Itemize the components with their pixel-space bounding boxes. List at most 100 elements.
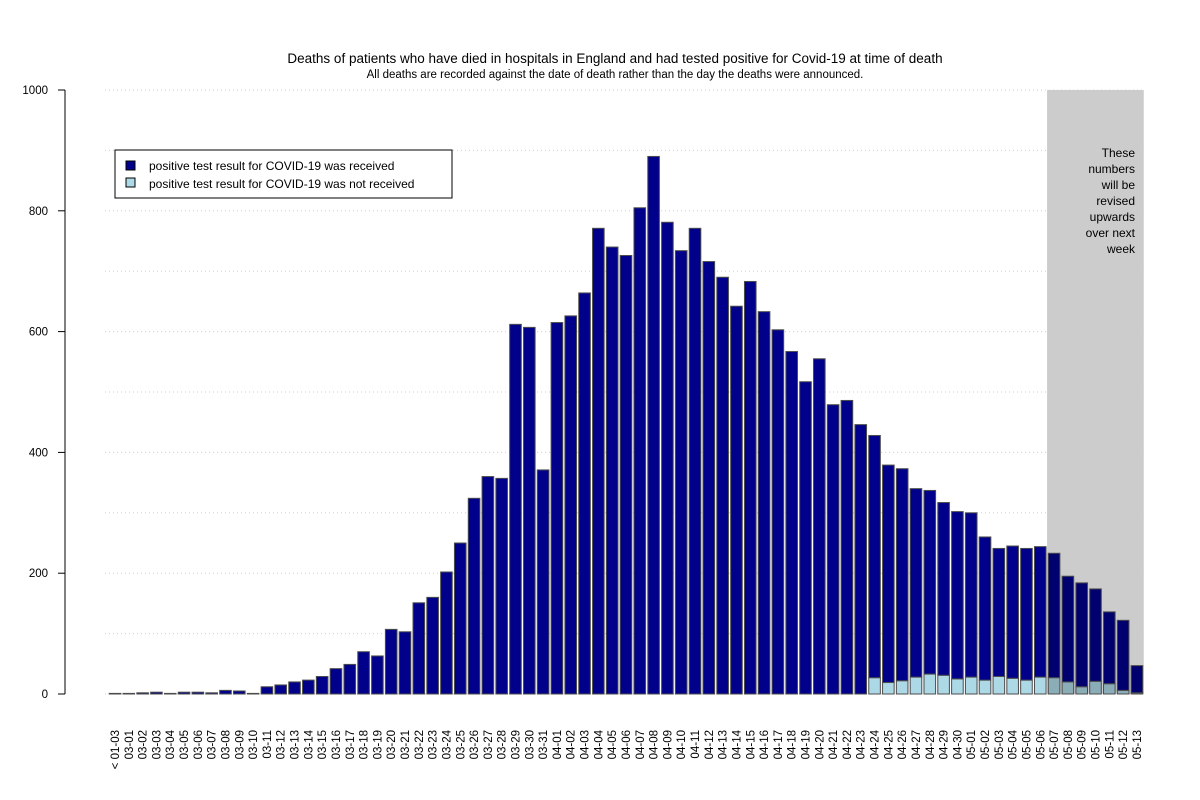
revision-annotation-line: will be [1101, 178, 1136, 192]
bar-received [661, 221, 674, 695]
x-tick-label: 03-01 [124, 730, 136, 759]
bar-received [1061, 575, 1075, 683]
revision-annotation-line: week [1106, 242, 1136, 256]
bar-received [550, 322, 564, 695]
x-tick-label: 04-23 [856, 730, 868, 759]
x-tick-label: 05-11 [1104, 730, 1116, 759]
bar-received [523, 326, 536, 695]
bar-received [398, 631, 412, 695]
x-tick-label: 04-02 [566, 730, 578, 759]
y-tick-label: 800 [29, 206, 48, 218]
bar-received [1075, 582, 1089, 688]
bar-received [343, 663, 357, 695]
x-tick-label: 04-03 [580, 730, 592, 759]
x-tick-label: 03-21 [400, 730, 412, 759]
chart-title: Deaths of patients who have died in hosp… [287, 51, 942, 66]
bar-received [854, 424, 868, 695]
x-tick-label: 05-01 [966, 730, 978, 759]
bar-received [1089, 588, 1102, 682]
x-tick-label: 03-05 [179, 730, 191, 759]
x-tick-label: 03-18 [359, 730, 371, 759]
y-tick-label: 0 [42, 689, 48, 701]
bar-received [260, 686, 274, 695]
bar-received [813, 358, 826, 695]
x-tick-label: 03-19 [372, 730, 384, 759]
x-tick-label: 03-20 [386, 730, 398, 759]
bar-received [619, 254, 633, 695]
bar-received [633, 207, 647, 695]
x-tick-label: 03-13 [290, 730, 302, 759]
x-tick-label: 04-27 [911, 730, 923, 759]
bar-received [150, 691, 163, 695]
bar-received [329, 668, 343, 695]
bar-received [674, 250, 688, 695]
revision-annotation-line: revised [1096, 194, 1135, 208]
x-tick-label: 03-02 [138, 730, 150, 759]
bar-not-received [937, 674, 950, 695]
x-tick-label: 04-17 [773, 730, 785, 759]
x-tick-label: 05-08 [1063, 730, 1075, 759]
x-tick-label: 03-26 [469, 730, 481, 759]
bar-received [578, 292, 591, 695]
x-tick-label: 04-18 [787, 730, 799, 759]
legend-label-not-received: positive test result for COVID-19 was no… [149, 177, 414, 191]
y-tick-label: 1000 [22, 85, 48, 97]
x-tick-label: 04-07 [635, 730, 647, 759]
x-tick-label: 04-11 [690, 730, 702, 759]
x-tick-label: 05-05 [1021, 730, 1033, 759]
legend-swatch-not-received [125, 177, 136, 188]
bar-received [191, 691, 205, 695]
x-tick-label: 05-06 [1035, 730, 1047, 759]
bar-received [605, 246, 619, 695]
bar-not-received [882, 682, 895, 695]
x-tick-label: 04-25 [883, 730, 895, 759]
x-tick-label: 03-24 [441, 729, 453, 759]
bar-not-received [1006, 677, 1019, 695]
bar-received [509, 323, 522, 695]
bar-not-received [868, 677, 881, 695]
x-tick-label: 05-12 [1118, 730, 1130, 759]
bar-received [826, 404, 840, 695]
revision-annotation-line: upwards [1090, 210, 1135, 224]
bar-received [412, 602, 426, 695]
x-tick-label: 04-16 [759, 730, 771, 759]
x-tick-label: 04-15 [745, 730, 757, 759]
bar-received [592, 227, 605, 695]
bar-received [495, 477, 508, 695]
bar-received [702, 261, 716, 695]
x-tick-label: 03-23 [428, 730, 440, 759]
bar-received [246, 692, 260, 695]
bar-received [136, 692, 149, 695]
bar-received [882, 464, 895, 684]
x-tick-label: 03-11 [262, 730, 274, 759]
x-tick-label: 05-03 [994, 730, 1006, 759]
bar-not-received [1103, 683, 1116, 695]
x-tick-label: 03-25 [455, 730, 467, 759]
x-tick-label: 03-09 [234, 730, 246, 759]
x-tick-label: 04-21 [828, 730, 840, 759]
revision-annotation-line: These [1102, 146, 1136, 160]
bar-not-received [1089, 680, 1102, 695]
bar-not-received [1116, 689, 1130, 695]
bar-received [440, 571, 453, 695]
bar-not-received [964, 676, 978, 695]
x-tick-label: 04-14 [731, 729, 743, 759]
x-tick-label: 03-10 [248, 730, 260, 759]
x-tick-label: 03-27 [483, 730, 495, 759]
bar-not-received [895, 680, 909, 695]
bar-received [895, 468, 909, 682]
bar-received [840, 399, 854, 695]
bar-not-received [1061, 681, 1075, 695]
x-tick-label: 04-08 [649, 730, 661, 759]
bar-received [923, 489, 937, 675]
bar-received [868, 434, 881, 679]
x-tick-label: 03-16 [331, 730, 343, 759]
bar-received [785, 351, 798, 695]
legend-label-received: positive test result for COVID-19 was re… [149, 159, 394, 173]
x-tick-label: 05-04 [1008, 729, 1020, 759]
bar-received [205, 692, 218, 695]
bar-received [426, 596, 439, 695]
bar-received [937, 502, 950, 676]
revision-annotation-line: numbers [1088, 162, 1135, 176]
chart-subtitle: All deaths are recorded against the date… [367, 69, 864, 81]
